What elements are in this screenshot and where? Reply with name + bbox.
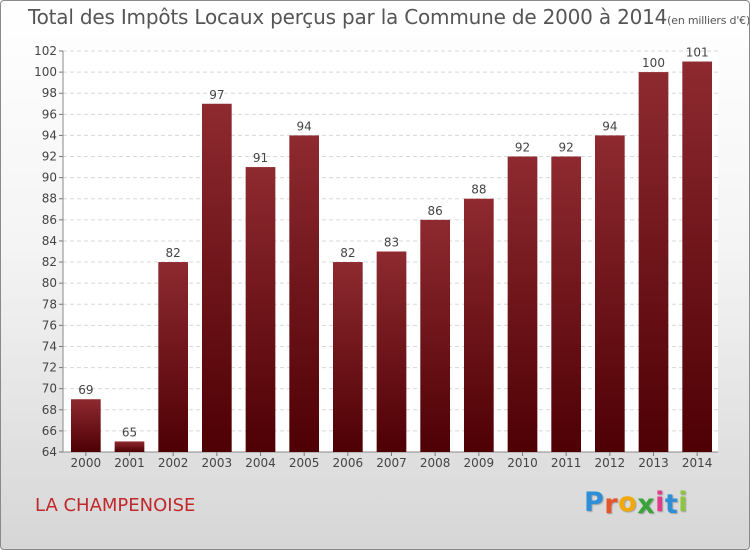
x-tick-label-2007: 2007 [376, 456, 407, 470]
y-tick-label: 76 [42, 318, 57, 332]
bar-2007 [376, 251, 407, 452]
data-label-2007: 83 [384, 236, 399, 250]
chart-unit: (en milliers d'€) [667, 14, 750, 27]
data-label-2011: 92 [559, 141, 574, 155]
bar-2009 [463, 198, 494, 452]
y-tick-label: 100 [34, 65, 57, 79]
bar-2004 [245, 167, 276, 452]
y-tick-label: 96 [42, 107, 57, 121]
x-tick-label-2004: 2004 [245, 456, 276, 470]
y-tick-label: 78 [42, 297, 57, 311]
x-tick-label-2014: 2014 [682, 456, 713, 470]
y-tick-label: 102 [34, 44, 57, 58]
y-tick-label: 64 [42, 445, 57, 459]
data-label-2003: 97 [209, 88, 224, 102]
x-tick-label-2003: 2003 [202, 456, 233, 470]
bar-2014 [682, 61, 713, 452]
chart-title-text: Total des Impôts Locaux perçus par la Co… [28, 5, 668, 29]
x-tick-label-2010: 2010 [507, 456, 538, 470]
bar-2003 [201, 103, 232, 453]
data-label-2002: 82 [166, 246, 181, 260]
x-tick-label-2011: 2011 [551, 456, 582, 470]
x-tick-label-2009: 2009 [464, 456, 495, 470]
y-tick-label: 94 [42, 128, 57, 142]
x-tick-label-2013: 2013 [638, 456, 669, 470]
commune-name: LA CHAMPENOISE [35, 495, 196, 516]
x-tick-label-2005: 2005 [289, 456, 320, 470]
data-label-2006: 82 [340, 246, 355, 260]
y-tick-label: 88 [42, 192, 57, 206]
data-label-2009: 88 [471, 183, 486, 197]
data-label-2001: 65 [122, 425, 137, 439]
y-tick-label: 92 [42, 150, 57, 164]
x-tick-label-2000: 2000 [71, 456, 102, 470]
bar-2010 [507, 156, 538, 453]
logo-letter: i [678, 487, 689, 518]
chart-title: Total des Impôts Locaux perçus par la Co… [28, 5, 750, 29]
y-tick-label: 66 [42, 424, 57, 438]
y-tick-label: 84 [42, 234, 57, 248]
bar-2011 [551, 156, 582, 453]
bar-2013 [638, 72, 669, 453]
data-label-2000: 69 [78, 383, 93, 397]
proxiti-logo[interactable]: Proxiti [584, 487, 689, 520]
logo-letter: x [637, 489, 656, 520]
bar-2001 [114, 441, 145, 452]
data-label-2004: 91 [253, 151, 268, 165]
y-tick-label: 98 [42, 86, 57, 100]
x-tick-label-2006: 2006 [333, 456, 364, 470]
logo-letter: r [604, 489, 619, 520]
y-tick-label: 82 [42, 255, 57, 269]
bar-2008 [420, 219, 451, 452]
y-tick-label: 74 [42, 339, 57, 353]
x-tick-label-2001: 2001 [114, 456, 145, 470]
bar-2005 [289, 135, 320, 452]
data-label-2012: 94 [602, 119, 617, 133]
data-label-2013: 100 [642, 56, 665, 70]
data-label-2005: 94 [297, 119, 312, 133]
y-tick-label: 72 [42, 361, 57, 375]
x-tick-label-2012: 2012 [595, 456, 626, 470]
data-label-2008: 86 [428, 204, 443, 218]
data-label-2014: 101 [686, 46, 709, 60]
bar-2006 [332, 262, 363, 452]
data-label-2010: 92 [515, 141, 530, 155]
y-tick-label: 80 [42, 276, 57, 290]
bar-2002 [158, 262, 189, 452]
x-tick-label-2008: 2008 [420, 456, 451, 470]
y-tick-label: 86 [42, 213, 57, 227]
bar-2012 [594, 135, 625, 452]
logo-letter: i [655, 487, 665, 518]
y-tick-label: 90 [42, 171, 57, 185]
y-tick-label: 70 [42, 382, 57, 396]
logo-letter: o [618, 487, 638, 518]
logo-letter: P [584, 487, 605, 518]
x-tick-label-2002: 2002 [158, 456, 189, 470]
logo-letter: t [664, 489, 679, 520]
bar-2000 [70, 399, 101, 452]
y-tick-label: 68 [42, 403, 57, 417]
